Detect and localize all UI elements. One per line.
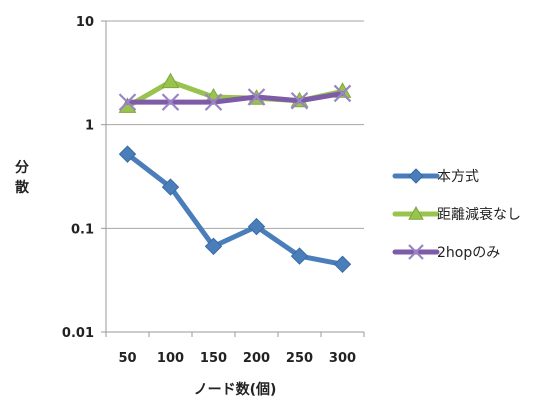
legend-item: 2hopのみ (392, 244, 500, 261)
x-tick-label: 300 (329, 351, 356, 366)
data-point (333, 255, 352, 273)
y-tick-label: 0.1 (71, 222, 94, 237)
grid-lines (101, 20, 364, 333)
y-axis-title-char: 分 (15, 160, 29, 176)
data-point (333, 84, 352, 103)
x-tick-label: 50 (118, 351, 136, 366)
data-point (247, 217, 266, 236)
x-tick-label: 250 (286, 351, 313, 366)
y-tick-label: 1 (85, 119, 94, 134)
data-point (161, 93, 180, 111)
x-tick-label: 100 (157, 351, 184, 366)
legend-label: 距離減衰なし (437, 206, 521, 223)
data-point (204, 237, 223, 256)
y-tick-label: 10 (76, 15, 94, 30)
y-tick-labels: 10 1 0.1 0.01 (62, 15, 94, 341)
data-point (161, 178, 180, 196)
data-point (161, 72, 180, 89)
data-point (408, 205, 424, 220)
series-1 (118, 72, 352, 113)
legend-item: 本方式 (392, 168, 479, 185)
x-axis-title: ノード数(個) (194, 381, 277, 398)
x-tick-label: 200 (243, 351, 270, 366)
y-tick-label: 0.01 (62, 326, 94, 341)
legend-item: 距離減衰なし (392, 205, 521, 223)
x-tick-label: 150 (200, 351, 227, 366)
data-point (118, 93, 137, 111)
series-2 (118, 84, 352, 111)
data-point (247, 88, 266, 106)
x-tick-labels: 50 100 150 200 250 300 (105, 332, 365, 366)
series-0 (118, 145, 352, 273)
y-axis-title-char: 散 (15, 179, 30, 196)
legend-label: 本方式 (437, 169, 479, 185)
series-line (125, 151, 345, 267)
data-point (408, 244, 424, 260)
data-point (204, 93, 223, 111)
series-line (125, 90, 345, 105)
y-axis-title: 分散 (15, 160, 30, 196)
data-point (118, 145, 137, 163)
series-group (118, 72, 352, 273)
data-point (408, 168, 424, 184)
data-point (290, 247, 309, 265)
legend-label: 2hopのみ (437, 245, 500, 261)
data-point (290, 91, 309, 110)
